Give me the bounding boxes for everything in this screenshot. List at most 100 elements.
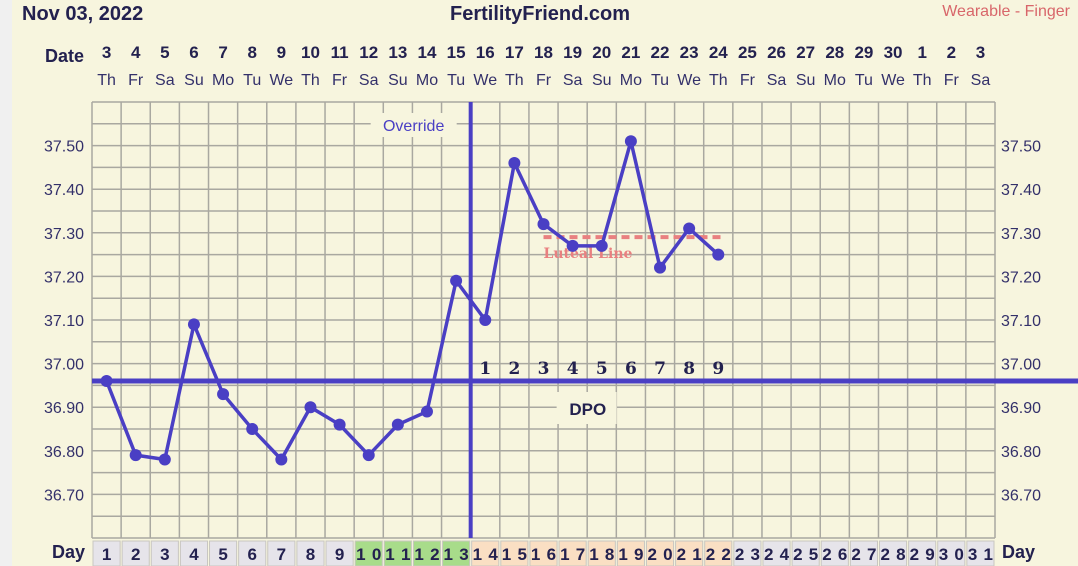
day-cell bbox=[238, 540, 267, 566]
dpo-number: 5 bbox=[596, 359, 608, 379]
date-label: 6 bbox=[189, 43, 198, 62]
weekday-label: Su bbox=[592, 72, 612, 89]
temperature-point bbox=[654, 261, 667, 274]
day-label: 5 bbox=[218, 545, 227, 564]
date-label: 27 bbox=[796, 43, 815, 62]
weekday-label: We bbox=[677, 72, 701, 89]
date-label: 11 bbox=[331, 43, 349, 62]
day-row-label-right: Day bbox=[1002, 542, 1036, 562]
temperature-method: Wearable - Finger bbox=[942, 3, 1070, 20]
override-label: Override bbox=[383, 118, 444, 135]
date-label: 26 bbox=[767, 43, 786, 62]
weekday-label: Su bbox=[388, 72, 408, 89]
weekday-label: Fr bbox=[740, 72, 756, 89]
temperature-point bbox=[158, 453, 171, 466]
dpo-label-bg bbox=[556, 392, 617, 424]
dpo-number: 6 bbox=[625, 359, 637, 379]
date-label: 15 bbox=[447, 43, 466, 62]
date-label: 4 bbox=[131, 43, 141, 62]
weekday-label: Fr bbox=[128, 72, 144, 89]
temperature-point bbox=[624, 135, 637, 148]
date-label: 24 bbox=[709, 43, 728, 62]
dpo-number: 3 bbox=[538, 359, 550, 379]
day-label: 7 bbox=[277, 545, 286, 564]
weekday-label: Su bbox=[796, 72, 816, 89]
day-label: 8 bbox=[306, 545, 315, 564]
luteal-line-label: Luteal Line bbox=[544, 246, 633, 262]
day-cell bbox=[704, 540, 733, 566]
temperature-point bbox=[508, 157, 521, 170]
dpo-number: 4 bbox=[567, 359, 579, 379]
weekday-label: Tu bbox=[447, 72, 465, 89]
day-cell bbox=[325, 540, 354, 566]
y-tick-right: 37.30 bbox=[1001, 226, 1041, 243]
day-cell bbox=[500, 540, 529, 566]
weekday-label: Sa bbox=[767, 72, 787, 89]
weekday-label: We bbox=[881, 72, 905, 89]
weekday-label: We bbox=[269, 72, 293, 89]
day-label: 6 bbox=[247, 545, 256, 564]
day-cell bbox=[908, 540, 937, 566]
day-cell bbox=[92, 540, 121, 566]
day-cell bbox=[558, 540, 587, 566]
y-tick-left: 36.80 bbox=[44, 444, 84, 461]
weekday-label: Fr bbox=[536, 72, 552, 89]
day-cell bbox=[675, 540, 704, 566]
date-label: 21 bbox=[621, 43, 640, 62]
y-tick-right: 37.40 bbox=[1001, 182, 1041, 199]
weekday-label: Th bbox=[505, 72, 524, 89]
y-tick-left: 36.90 bbox=[44, 400, 84, 417]
y-tick-right: 37.50 bbox=[1001, 139, 1041, 156]
date-label: 2 bbox=[947, 43, 956, 62]
date-label: 10 bbox=[301, 43, 320, 62]
date-label: 9 bbox=[277, 43, 286, 62]
day-label: 4 bbox=[189, 545, 199, 564]
date-label: 23 bbox=[680, 43, 699, 62]
temperature-point bbox=[420, 405, 433, 418]
dpo-number: 7 bbox=[654, 359, 666, 379]
date-label: 14 bbox=[418, 43, 437, 62]
date-label: 3 bbox=[102, 43, 111, 62]
day-cell bbox=[820, 540, 849, 566]
weekday-label: Sa bbox=[359, 72, 379, 89]
day-cell bbox=[267, 540, 296, 566]
date-label: 3 bbox=[976, 43, 985, 62]
dpo-number: 8 bbox=[683, 359, 695, 379]
chart-date: Nov 03, 2022 bbox=[22, 3, 144, 25]
day-cell bbox=[296, 540, 325, 566]
y-tick-left: 37.30 bbox=[44, 226, 84, 243]
weekday-label: Mo bbox=[824, 72, 846, 89]
bbt-chart: 3 Th 4 Fr 5 Sa 6 Su 7 Mo 8 Tu 9 We 10 Th 11 Fr 12 Sa 13 Su 14 M… bbox=[44, 43, 1078, 566]
weekday-label: Mo bbox=[416, 72, 438, 89]
date-label: 12 bbox=[359, 43, 378, 62]
weekday-label: Th bbox=[913, 72, 932, 89]
temperature-line bbox=[104, 140, 720, 463]
y-tick-left: 37.10 bbox=[44, 313, 84, 330]
weekday-label: Su bbox=[184, 72, 204, 89]
day-cell bbox=[354, 540, 383, 566]
weekday-label: Tu bbox=[855, 72, 873, 89]
dpo-number: 2 bbox=[508, 359, 520, 379]
day-cell bbox=[878, 540, 908, 566]
temperature-point bbox=[217, 388, 230, 401]
weekday-label: Th bbox=[97, 72, 116, 89]
date-label: 28 bbox=[825, 43, 844, 62]
weekday-label: Sa bbox=[971, 72, 991, 89]
temperature-point bbox=[683, 222, 696, 235]
date-label: 17 bbox=[505, 43, 524, 62]
y-tick-right: 36.80 bbox=[1001, 444, 1041, 461]
temperature-point bbox=[712, 248, 725, 261]
weekday-label: We bbox=[473, 72, 497, 89]
day-cell bbox=[616, 540, 645, 566]
day-cell bbox=[966, 540, 995, 566]
date-label: 5 bbox=[160, 43, 169, 62]
weekday-label: Tu bbox=[243, 72, 261, 89]
date-label: 13 bbox=[388, 43, 407, 62]
date-label: 22 bbox=[651, 43, 670, 62]
day-cell bbox=[150, 540, 179, 566]
y-tick-left: 37.40 bbox=[44, 182, 84, 199]
date-label: 16 bbox=[476, 43, 495, 62]
temperature-point bbox=[391, 418, 404, 431]
date-label: 29 bbox=[854, 43, 873, 62]
temperature-point bbox=[129, 449, 142, 462]
